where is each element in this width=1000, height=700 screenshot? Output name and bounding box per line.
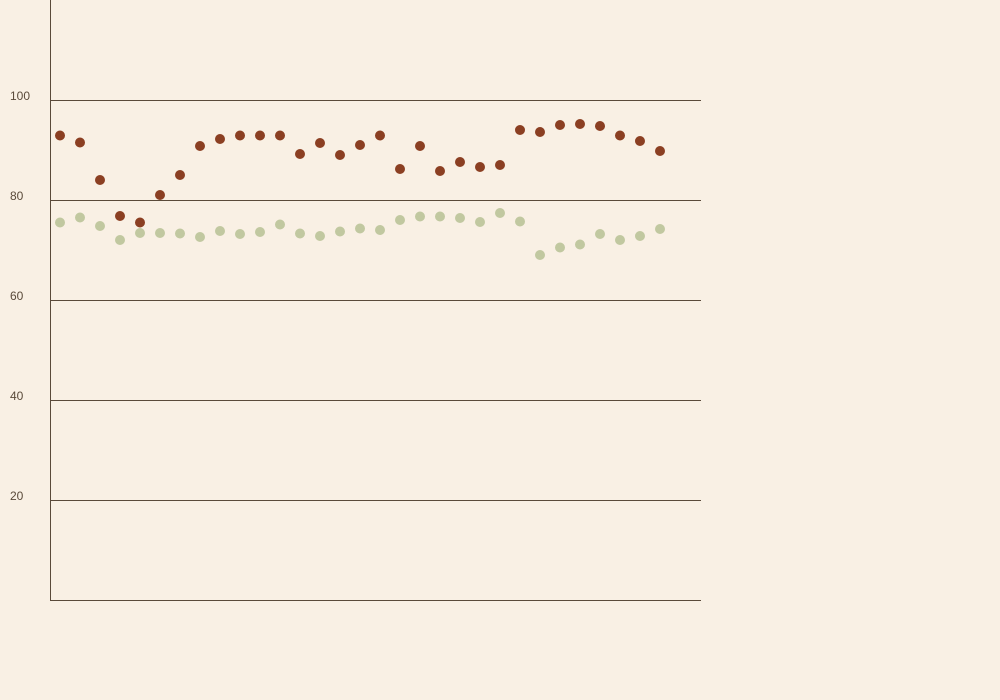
data-point [95,175,105,185]
data-point [215,226,225,236]
data-point [535,127,545,137]
data-point [155,228,165,238]
y-tick-label: 40 [10,389,24,403]
data-points [55,119,665,260]
data-point [195,232,205,242]
grid-lines [50,100,701,501]
data-point [315,231,325,241]
y-tick-labels: 20 40 60 80 100 [10,89,30,503]
data-point [115,211,125,221]
data-point [335,226,345,237]
data-point [455,157,465,167]
data-point [655,224,665,234]
data-point [75,212,85,223]
data-point [175,170,185,180]
data-point [455,213,465,223]
data-point [495,208,505,218]
data-point [595,121,605,131]
data-point [375,225,385,235]
data-point [635,136,645,146]
data-point [535,250,545,260]
y-tick-label: 60 [10,289,24,303]
data-point [475,217,485,227]
data-point [395,215,405,225]
data-point [495,160,505,170]
y-tick-label: 80 [10,189,24,203]
data-point [235,130,245,141]
data-point [255,227,265,237]
data-point [635,231,645,241]
data-point [255,130,265,141]
data-point [415,211,425,222]
data-point [195,141,205,151]
data-point [335,150,345,160]
data-point [175,228,185,239]
data-point [115,235,125,245]
data-point [415,141,425,151]
y-tick-label: 20 [10,489,24,503]
data-point [435,166,445,176]
axes [50,0,701,601]
data-point [55,217,65,228]
data-point [135,217,145,228]
data-point [215,134,225,144]
series-series_b [55,208,665,260]
data-point [355,223,365,234]
data-point [515,125,525,135]
data-point [595,229,605,239]
data-point [435,211,445,222]
data-point [615,235,625,245]
data-point [395,164,405,174]
data-point [275,130,285,141]
data-point [515,216,525,227]
data-point [355,140,365,150]
series-series_a [55,119,665,228]
data-point [135,228,145,238]
data-point [575,239,585,250]
data-point [235,229,245,239]
data-point [295,149,305,159]
data-point [295,228,305,239]
data-point [475,162,485,172]
data-point [615,130,625,141]
data-point [555,242,565,253]
data-point [375,130,385,141]
data-point [275,219,285,230]
data-point [75,137,85,148]
data-point [95,221,105,231]
data-point [315,138,325,148]
data-point [55,130,65,141]
data-point [575,119,585,129]
y-tick-label: 100 [10,89,30,103]
data-point [155,190,165,200]
data-point [555,120,565,130]
data-point [655,146,665,156]
